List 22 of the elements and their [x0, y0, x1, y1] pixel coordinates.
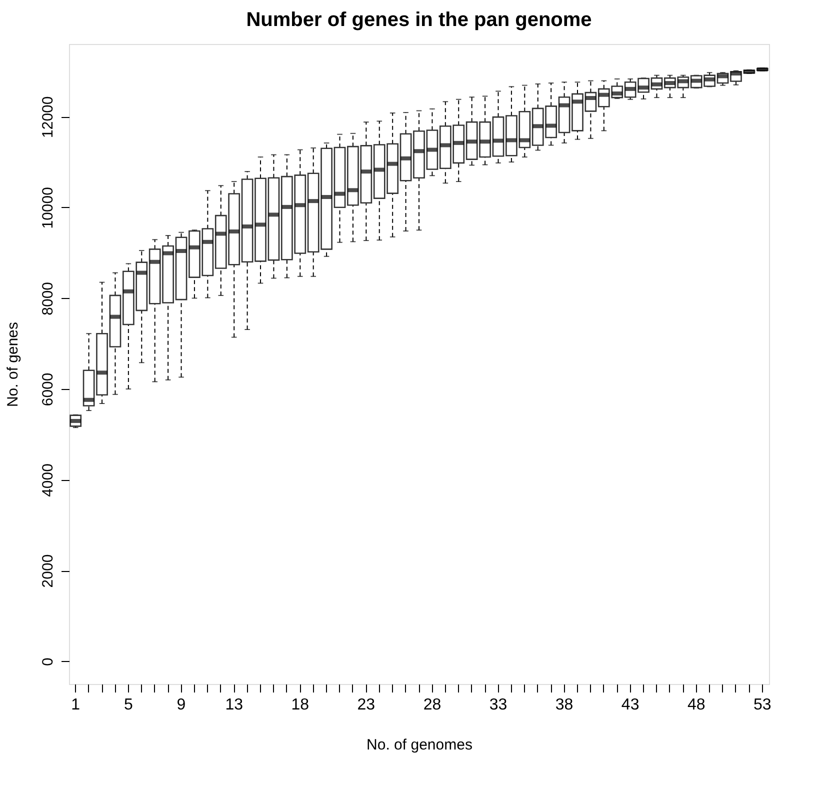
- x-tick-label: 18: [291, 696, 310, 714]
- x-tick-label: 13: [225, 696, 244, 714]
- x-tick-label: 23: [357, 696, 376, 714]
- y-tick-label: 2000: [40, 554, 56, 588]
- x-tick-label: 33: [489, 696, 508, 714]
- y-tick-label: 12000: [40, 96, 56, 138]
- y-tick-label: 6000: [40, 372, 56, 406]
- x-tick-label: 9: [176, 696, 186, 714]
- x-tick-label: 5: [124, 696, 133, 714]
- x-tick-label: 48: [687, 696, 706, 714]
- chart-title: Number of genes in the pan genome: [246, 9, 592, 31]
- x-tick-label: 1: [71, 696, 80, 714]
- x-tick-label: 38: [555, 696, 574, 714]
- y-tick-label: 0: [40, 658, 56, 666]
- x-tick-label: 28: [423, 696, 442, 714]
- y-tick-label: 8000: [40, 282, 56, 316]
- y-axis-title: No. of genes: [4, 322, 22, 408]
- x-axis-title: No. of genomes: [366, 736, 472, 754]
- y-tick-label: 4000: [40, 464, 56, 497]
- x-tick-label: 43: [621, 696, 640, 714]
- y-tick-label: 10000: [40, 187, 56, 229]
- x-tick-label: 53: [754, 696, 772, 714]
